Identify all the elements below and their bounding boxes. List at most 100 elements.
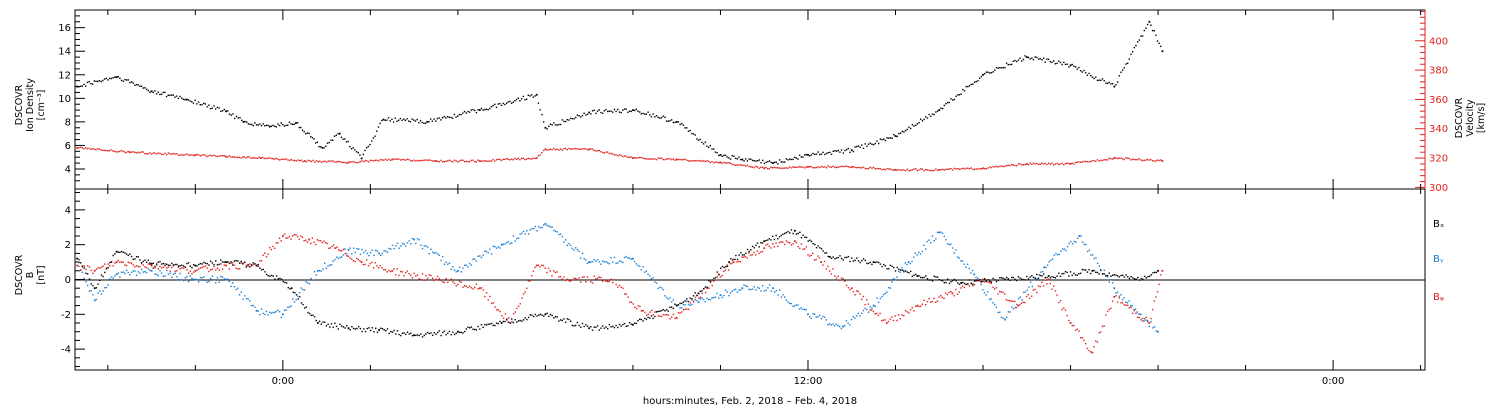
b-z-trace-dot: [1155, 296, 1157, 298]
ion-density-trace-dot: [98, 80, 101, 82]
b-y-trace-dot: [638, 265, 641, 268]
velocity-trace-dot: [383, 159, 385, 161]
b-x-trace-dot: [1081, 268, 1084, 271]
velocity-trace-dot: [298, 159, 301, 162]
b-x-trace-dot: [243, 261, 246, 264]
ion-density-trace-dot: [211, 107, 213, 109]
b-x-trace-dot: [800, 236, 803, 239]
b-x-trace-dot: [568, 318, 570, 321]
b-y-trace-dot: [467, 266, 469, 268]
b-y-trace-dot: [798, 308, 801, 310]
velocity-trace-dot: [953, 167, 956, 170]
ion-density-trace-dot: [660, 117, 663, 119]
b-x-trace-dot: [765, 239, 767, 242]
b-z-trace-dot: [714, 279, 717, 281]
b-z-point: [706, 287, 709, 290]
velocity-trace-dot: [112, 150, 114, 152]
ion-density-trace-dot: [350, 148, 353, 150]
b-z-trace-dot: [671, 316, 673, 318]
ion-density-trace-dot: [203, 102, 205, 105]
ion-density-trace-dot: [647, 111, 649, 113]
b-z-trace-dot: [946, 293, 949, 296]
b-y-trace-dot: [881, 295, 883, 298]
b-y-trace-dot: [548, 225, 550, 227]
b-x-point: [1135, 278, 1138, 281]
ion-density-trace-dot: [164, 91, 166, 94]
velocity-trace-dot: [309, 160, 311, 162]
b-z-trace-dot: [272, 245, 274, 248]
b-y-trace-dot: [155, 273, 158, 276]
b-y-trace-dot: [982, 289, 984, 291]
b-z-trace-dot: [755, 254, 757, 256]
b-y-trace-dot: [468, 262, 471, 265]
time-tick-label: 0:00: [1322, 376, 1344, 387]
ion-density-trace-dot: [109, 77, 111, 80]
b-z-trace-dot: [713, 280, 715, 282]
b-y-trace-dot: [828, 323, 831, 325]
b-y-trace-dot: [453, 269, 456, 271]
b-z-trace-dot: [319, 239, 322, 242]
ion-density-trace-dot: [377, 126, 380, 128]
velocity-trace-dot: [576, 148, 579, 150]
velocity-trace-dot: [367, 161, 370, 163]
velocity-trace-dot: [1058, 163, 1060, 166]
velocity-trace-dot: [554, 148, 557, 151]
velocity-trace-dot: [1133, 158, 1135, 161]
b-x-trace-dot: [499, 320, 501, 323]
b-y-trace-dot: [1000, 316, 1003, 318]
b-z-trace-dot: [622, 287, 624, 289]
velocity-trace-dot: [681, 159, 683, 161]
b-z-trace-dot: [1086, 347, 1089, 350]
velocity-trace-dot: [167, 152, 170, 154]
ion-density-trace-dot: [277, 123, 279, 125]
velocity-trace-dot: [891, 169, 893, 171]
velocity-trace-dot: [1039, 163, 1041, 165]
ion-density-trace-dot: [125, 79, 128, 81]
ion-density-trace-dot: [664, 116, 666, 119]
b-x-point: [728, 261, 731, 263]
b-y-trace-dot: [911, 260, 913, 263]
b-y-trace-dot: [164, 275, 166, 277]
b-y-trace-dot: [958, 257, 960, 259]
b-y-trace-dot: [654, 281, 656, 283]
velocity-trace-dot: [785, 167, 787, 169]
b-x-point: [255, 264, 258, 267]
b-z-trace-dot: [344, 252, 346, 255]
b-x-series: [76, 229, 1159, 338]
ion-density-trace-dot: [489, 107, 491, 110]
b-x-trace-dot: [247, 264, 249, 266]
b-y-trace-dot: [723, 294, 725, 297]
b-x-trace-dot: [1123, 276, 1126, 278]
b-z-trace-dot: [935, 301, 937, 304]
b-y-trace-dot: [92, 294, 94, 296]
b-z-trace-dot: [861, 298, 863, 301]
velocity-trace-dot: [960, 168, 962, 170]
b-z-trace-dot: [406, 270, 409, 272]
ion-density-trace-dot: [551, 124, 553, 126]
b-y-trace-dot: [157, 274, 160, 277]
b-y-trace-dot: [305, 281, 307, 283]
b-z-trace-dot: [160, 267, 163, 269]
b-x-trace-dot: [537, 314, 540, 316]
b-z-trace-dot: [1073, 324, 1075, 327]
b-x-trace-dot: [297, 298, 299, 300]
b-z-trace-dot: [228, 268, 231, 270]
ion-density-trace-dot: [859, 146, 861, 149]
b-z-trace-dot: [1027, 293, 1029, 296]
b-z-trace-dot: [472, 288, 474, 290]
b-z-trace-dot: [749, 254, 752, 257]
top-left-tick-label: 10: [58, 94, 71, 105]
velocity-trace-dot: [665, 158, 668, 160]
ion-density-trace-dot: [95, 80, 97, 83]
velocity-trace-dot: [797, 166, 799, 169]
b-z-trace-dot: [198, 268, 200, 270]
velocity-point: [982, 167, 984, 170]
ion-density-trace-dot: [216, 106, 219, 109]
velocity-trace-dot: [120, 149, 122, 152]
ion-density-trace-dot: [90, 82, 92, 85]
b-x-trace-dot: [320, 323, 322, 325]
b-y-trace-dot: [889, 287, 891, 289]
b-x-trace-dot: [783, 232, 786, 235]
b-z-trace-dot: [470, 287, 473, 289]
b-z-trace-dot: [699, 296, 702, 299]
